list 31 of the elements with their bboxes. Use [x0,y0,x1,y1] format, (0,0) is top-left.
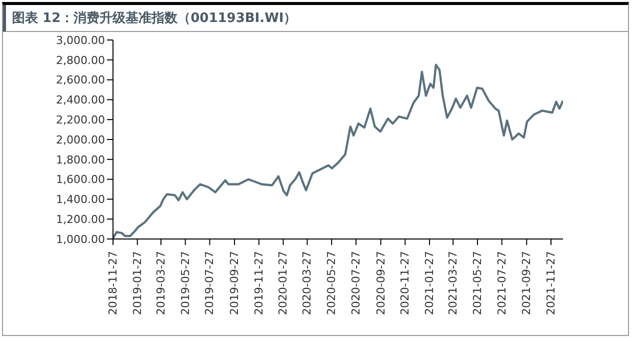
y-tick-label: 2,200.00 [56,114,105,127]
y-tick-label: 2,800.00 [56,54,105,67]
x-tick-label: 2019-09-27 [228,251,241,315]
y-tick-label: 1,400.00 [56,193,105,206]
x-tick-label: 2019-05-27 [178,251,192,315]
x-tick-label: 2021-05-27 [470,251,484,315]
x-tick-label: 2019-07-27 [203,251,216,315]
y-tick-label: 2,600.00 [56,74,105,87]
y-tick-label: 1,600.00 [56,173,105,186]
y-tick-label: 1,800.00 [56,153,105,166]
x-tick-label: 2021-07-27 [495,251,508,315]
x-tick-label: 2021-09-27 [520,251,534,315]
x-tick-label: 2018-11-27 [106,251,120,315]
y-tick-label: 3,000.00 [56,34,105,47]
x-tick-label: 2021-01-27 [423,251,436,315]
x-tick-label: 2019-03-27 [154,251,168,315]
y-tick-label: 1,200.00 [56,213,105,226]
y-tick-label: 1,000.00 [56,232,105,246]
x-tick-label: 2019-11-27 [252,251,266,315]
y-tick-label: 2,000.00 [56,133,105,146]
y-tick-label: 2,400.00 [56,94,105,107]
x-tick-label: 2020-03-27 [300,251,314,315]
chart-title: 图表 12：消费升级基准指数（001193BI.WI） [3,5,628,32]
x-tick-label: 2020-01-27 [276,251,290,315]
x-tick-label: 2020-09-27 [374,251,388,315]
x-tick-label: 2020-11-27 [398,251,412,315]
x-tick-label: 2019-01-27 [130,251,144,315]
x-tick-label: 2020-07-27 [349,251,362,315]
x-tick-label: 2021-03-27 [446,251,460,315]
x-tick-label: 2020-05-27 [325,251,338,315]
x-tick-label: 2021-11-27 [544,251,558,315]
